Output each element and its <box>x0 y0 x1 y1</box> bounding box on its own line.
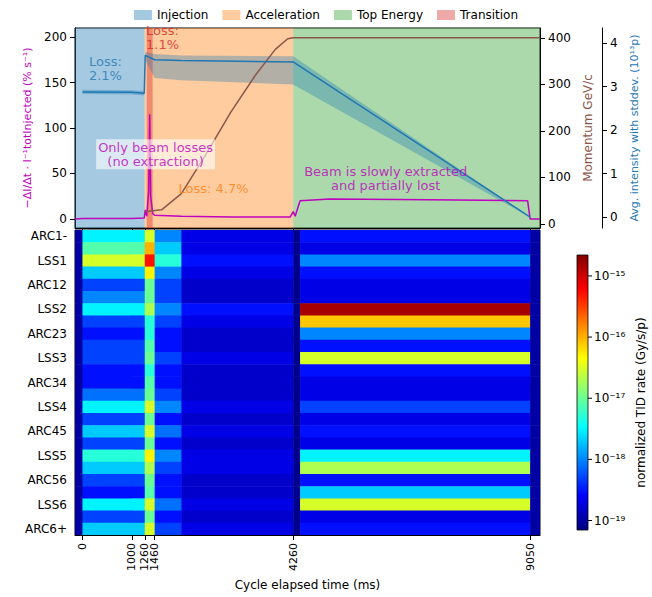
svg-text:ARC1-: ARC1- <box>31 229 67 243</box>
svg-text:LSS1: LSS1 <box>37 254 67 268</box>
svg-text:ARC34: ARC34 <box>27 376 67 390</box>
svg-text:ARC56: ARC56 <box>27 473 67 487</box>
svg-text:0: 0 <box>59 212 67 226</box>
svg-text:200: 200 <box>548 124 571 138</box>
svg-text:Acceleration: Acceleration <box>245 8 320 22</box>
svg-text:−ΔI/Δt · I⁻¹totInjected (% s⁻¹: −ΔI/Δt · I⁻¹totInjected (% s⁻¹) <box>21 48 34 209</box>
svg-text:(no extraction): (no extraction) <box>107 154 203 169</box>
svg-text:Cycle elapsed time (ms): Cycle elapsed time (ms) <box>235 578 381 592</box>
svg-text:Loss:: Loss: <box>89 54 122 69</box>
svg-text:Beam is slowly extracted: Beam is slowly extracted <box>304 164 467 179</box>
svg-text:Only beam losses: Only beam losses <box>98 140 213 155</box>
svg-text:150: 150 <box>44 76 67 90</box>
svg-text:LSS3: LSS3 <box>37 351 67 365</box>
svg-text:50: 50 <box>52 166 67 180</box>
svg-text:1.1%: 1.1% <box>146 37 179 52</box>
svg-text:Injection: Injection <box>157 8 208 22</box>
svg-text:ARC12: ARC12 <box>27 278 67 292</box>
svg-text:4: 4 <box>610 36 618 50</box>
svg-text:10⁻¹⁹: 10⁻¹⁹ <box>594 514 625 528</box>
svg-text:ARC23: ARC23 <box>27 327 67 341</box>
svg-text:9050: 9050 <box>524 543 537 571</box>
svg-text:10⁻¹⁸: 10⁻¹⁸ <box>594 452 625 466</box>
svg-text:LSS6: LSS6 <box>37 498 67 512</box>
svg-text:10⁻¹⁵: 10⁻¹⁵ <box>594 269 625 283</box>
svg-text:200: 200 <box>44 30 67 44</box>
svg-text:normalized TID rate (Gy/s/p): normalized TID rate (Gy/s/p) <box>634 317 648 487</box>
svg-text:1: 1 <box>610 167 618 181</box>
svg-text:LSS2: LSS2 <box>37 302 67 316</box>
svg-text:Top Energy: Top Energy <box>356 8 423 22</box>
svg-text:LSS4: LSS4 <box>37 400 67 414</box>
svg-text:Momentum GeV/c: Momentum GeV/c <box>581 74 595 182</box>
svg-text:Loss: 4.7%: Loss: 4.7% <box>178 181 248 196</box>
svg-text:2: 2 <box>610 123 618 137</box>
svg-text:ARC6+: ARC6+ <box>25 522 67 536</box>
svg-text:1000: 1000 <box>125 543 138 571</box>
svg-text:and partially lost: and partially lost <box>331 178 440 193</box>
svg-text:4260: 4260 <box>287 543 300 571</box>
svg-text:100: 100 <box>44 121 67 135</box>
svg-text:LSS5: LSS5 <box>37 449 67 463</box>
svg-text:1260: 1260 <box>138 543 152 571</box>
svg-text:Loss:: Loss: <box>146 23 179 38</box>
svg-text:0: 0 <box>548 217 556 231</box>
svg-text:10⁻¹⁶: 10⁻¹⁶ <box>594 330 625 344</box>
svg-text:ARC45: ARC45 <box>27 424 67 438</box>
svg-text:Avg. intensity with stddev. (1: Avg. intensity with stddev. (10¹³p) <box>628 34 641 221</box>
svg-text:300: 300 <box>548 77 571 91</box>
svg-text:0: 0 <box>76 543 89 550</box>
svg-text:10⁻¹⁷: 10⁻¹⁷ <box>594 391 625 405</box>
svg-text:2.1%: 2.1% <box>89 68 122 83</box>
svg-text:1460: 1460 <box>148 543 161 571</box>
svg-text:Transition: Transition <box>459 8 518 22</box>
svg-text:400: 400 <box>548 31 571 45</box>
svg-text:3: 3 <box>610 80 618 94</box>
svg-text:100: 100 <box>548 170 571 184</box>
svg-text:0: 0 <box>610 210 618 224</box>
